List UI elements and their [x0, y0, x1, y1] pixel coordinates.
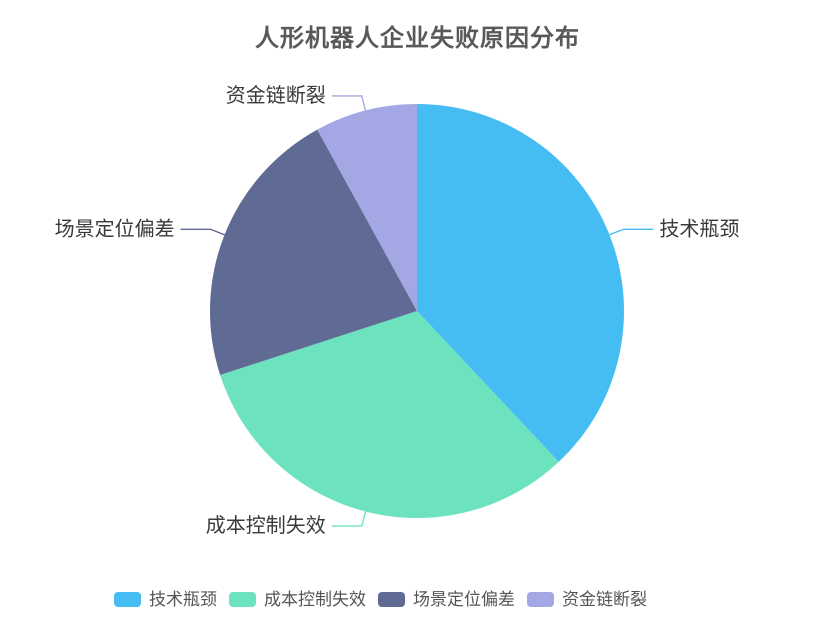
legend: 技术瓶颈 成本控制失效 场景定位偏差 资金链断裂 — [114, 591, 647, 608]
legend-item-0[interactable]: 技术瓶颈 — [114, 591, 217, 608]
legend-label: 资金链断裂 — [562, 590, 647, 609]
legend-label: 场景定位偏差 — [413, 590, 515, 609]
legend-item-1[interactable]: 成本控制失效 — [229, 591, 366, 608]
legend-swatch-icon — [527, 592, 554, 607]
label-line-3 — [331, 95, 367, 111]
slice-label-3: 资金链断裂 — [226, 84, 326, 107]
label-line-2 — [180, 228, 225, 236]
slice-label-0: 技术瓶颈 — [659, 217, 739, 240]
legend-swatch-icon — [229, 592, 256, 607]
pie-slice-0[interactable] — [417, 104, 625, 462]
legend-swatch-icon — [378, 592, 405, 607]
chart-title: 人形机器人企业失败原因分布 — [255, 25, 580, 52]
legend-item-3[interactable]: 资金链断裂 — [527, 591, 647, 608]
slice-label-2: 场景定位偏差 — [55, 217, 175, 240]
pie-slice-3[interactable] — [317, 104, 417, 311]
legend-item-2[interactable]: 场景定位偏差 — [378, 591, 515, 608]
legend-label: 技术瓶颈 — [149, 590, 217, 609]
pie-slice-1[interactable] — [220, 311, 559, 519]
legend-label: 成本控制失效 — [264, 590, 366, 609]
legend-swatch-icon — [114, 592, 141, 607]
label-line-1 — [331, 511, 367, 527]
label-line-0 — [609, 228, 654, 236]
pie-slice-2[interactable] — [209, 129, 417, 375]
slice-label-1: 成本控制失效 — [206, 514, 326, 537]
